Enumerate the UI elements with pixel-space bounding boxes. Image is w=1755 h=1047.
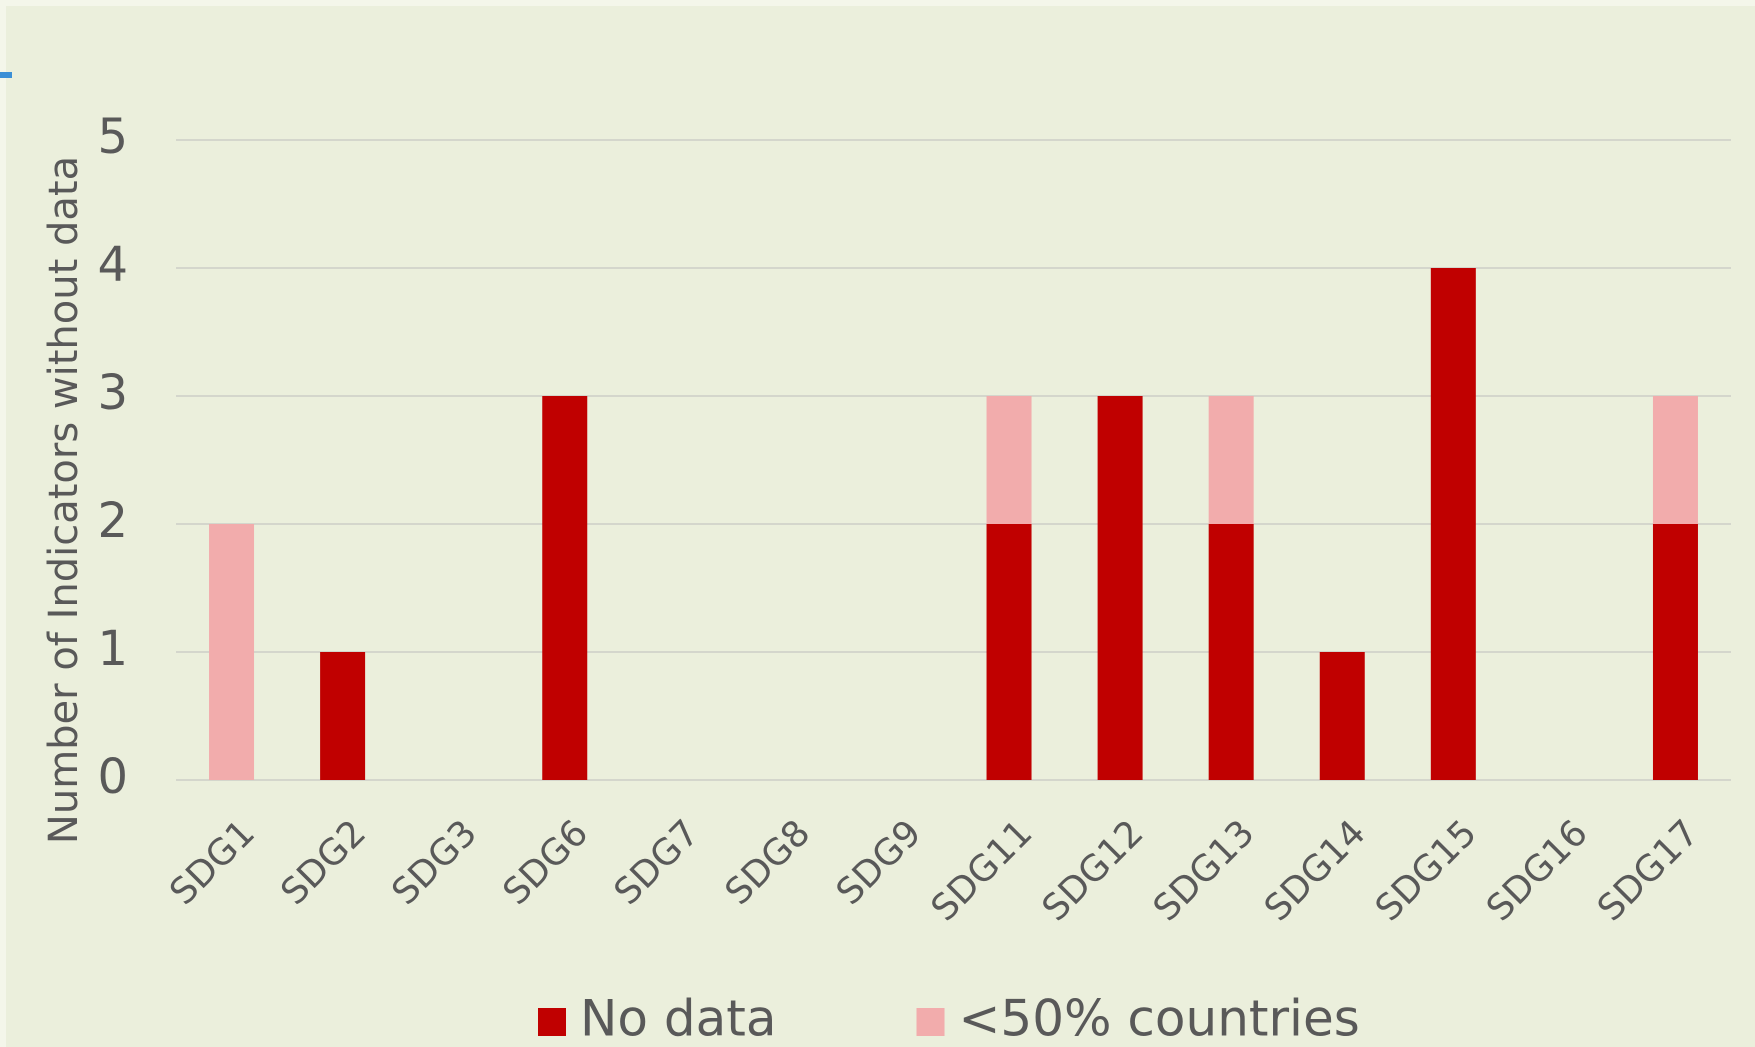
bar-segment [1097,396,1143,780]
bar-segment [209,524,255,780]
bar-segment [320,652,366,780]
y-tick-label: 2 [97,493,128,549]
legend-swatch [538,1008,566,1036]
y-tick-label: 3 [97,365,128,421]
edge-marker [0,72,12,78]
bar-segment [986,524,1032,780]
legend-swatch [916,1008,945,1036]
y-axis-label: Number of Indicators without data [41,156,87,844]
legend-label: <50% countries [959,990,1360,1047]
bar-segment [1652,524,1698,780]
bar-segment [1208,524,1254,780]
y-tick-label: 1 [97,621,128,677]
bar-segment [1652,396,1698,524]
y-tick-label: 4 [97,237,128,293]
bar-segment [986,396,1032,524]
y-tick-label: 5 [97,109,128,165]
legend-label: No data [580,990,777,1047]
bar-segment [1319,652,1365,780]
y-tick-label: 0 [97,749,128,805]
bar-segment [1430,268,1476,780]
bar-segment [1208,396,1254,524]
bar-segment [542,396,588,780]
